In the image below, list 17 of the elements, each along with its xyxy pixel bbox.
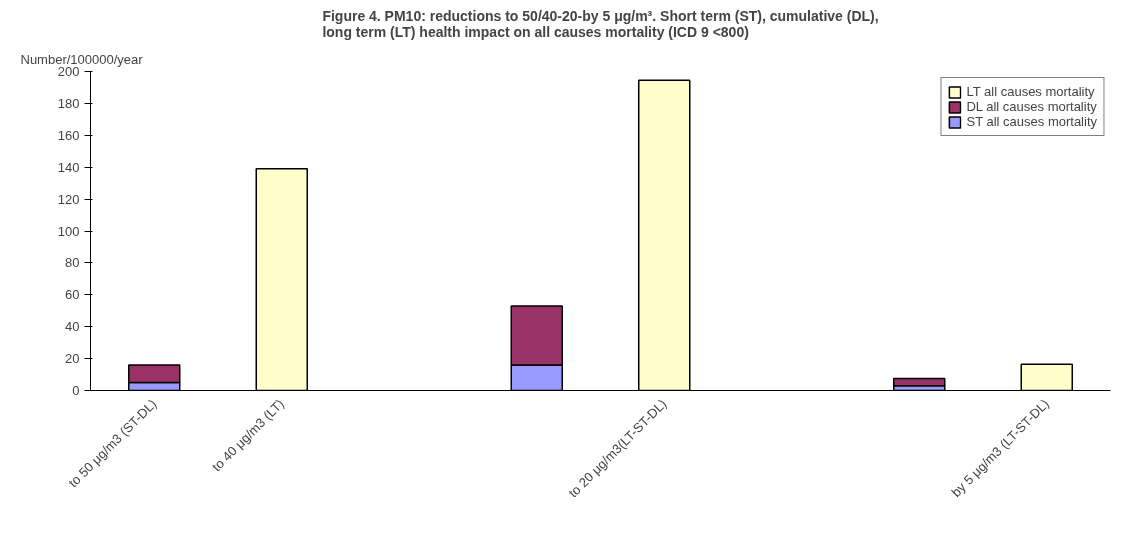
y-tick-label: 200 (57, 64, 80, 79)
y-tick-label: 80 (65, 255, 80, 271)
y-tick-label: 120 (57, 191, 80, 207)
y-tick-label: 180 (57, 95, 80, 111)
legend-label: DL all causes mortality (966, 99, 1097, 114)
y-tick-label: 20 (65, 351, 80, 367)
legend-label: ST all causes mortality (966, 114, 1097, 129)
y-tick-label: 160 (57, 127, 80, 143)
y-tick-label: 0 (72, 383, 80, 398)
bar (893, 377, 946, 387)
y-tick-label: 140 (57, 159, 80, 175)
y-tick-label: 60 (65, 287, 80, 303)
y-axis-title: Number/100000/year (20, 51, 144, 67)
y-tick-label: 40 (65, 319, 80, 335)
chart-title: Figure 4. PM10: reductions to 50/40-20-by 5 μg/m³. Short term (ST), cumulative (DL), long term (LT) health impact on all causes mortality (ICD 9 <800) (322, 7, 879, 40)
y-tick-label: 100 (57, 223, 80, 239)
legend-label: LT all causes mortality (966, 84, 1095, 99)
